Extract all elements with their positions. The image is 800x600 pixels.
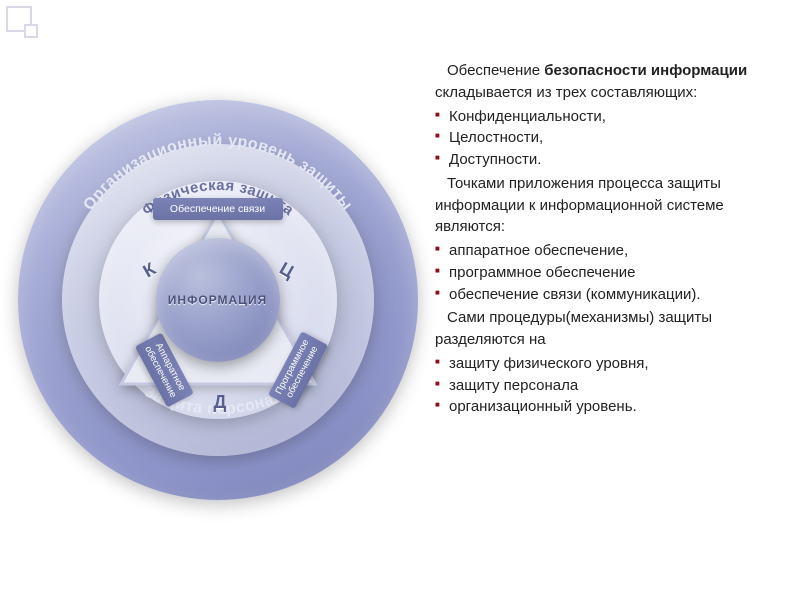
diagram-column: Организационный уровень защиты Защита пе… [0, 0, 435, 600]
list-item: защиту персонала [435, 375, 782, 397]
list-3: защиту физического уровня, защиту персон… [435, 353, 782, 418]
para-2: Точками приложения процесса защиты инфор… [435, 173, 782, 238]
list-item: защиту физического уровня, [435, 353, 782, 375]
para-3: Сами процедуры(механизмы) защиты разделя… [435, 307, 782, 351]
list-1: Конфиденциальности, Целостности, Доступн… [435, 106, 782, 171]
corner-d: Д [214, 392, 227, 413]
security-diagram: Организационный уровень защиты Защита пе… [18, 100, 418, 500]
list-item: организационный уровень. [435, 396, 782, 418]
list-item: Доступности. [435, 149, 782, 171]
list-item: обеспечение связи (коммуникации). [435, 284, 782, 306]
list-item: Конфиденциальности, [435, 106, 782, 128]
center-disc: ИНФОРМАЦИЯ [156, 238, 280, 362]
list-item: Целостности, [435, 127, 782, 149]
center-label: ИНФОРМАЦИЯ [168, 293, 267, 307]
lead-bold: безопасности информации [544, 62, 747, 79]
bar-communication: Обеспечение связи [153, 198, 283, 220]
lead-paragraph: Обеспечение безопасности информации скла… [435, 60, 782, 104]
lead-post: складывается из трех составляющих: [435, 84, 697, 101]
list-item: программное обеспечение [435, 262, 782, 284]
text-column: Обеспечение безопасности информации скла… [435, 0, 800, 600]
list-2: аппаратное обеспечение, программное обес… [435, 240, 782, 305]
list-item: аппаратное обеспечение, [435, 240, 782, 262]
slide-layout: Организационный уровень защиты Защита пе… [0, 0, 800, 600]
lead-pre: Обеспечение [447, 62, 544, 79]
